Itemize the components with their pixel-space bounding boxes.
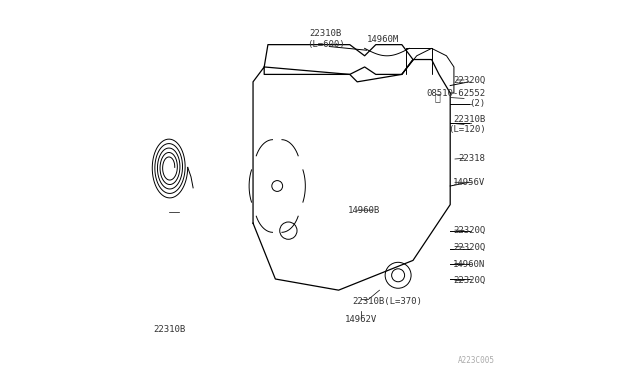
Text: A223C005: A223C005 bbox=[458, 356, 495, 365]
Text: 14962V: 14962V bbox=[345, 315, 377, 324]
Text: 22320Q: 22320Q bbox=[453, 226, 486, 235]
Text: 14960B: 14960B bbox=[348, 206, 380, 215]
Text: Ⓢ: Ⓢ bbox=[435, 92, 440, 102]
Text: 22310B: 22310B bbox=[153, 325, 186, 334]
Text: 22320Q: 22320Q bbox=[453, 76, 486, 84]
Text: 22310B(L=370): 22310B(L=370) bbox=[352, 297, 422, 306]
Text: 14960N: 14960N bbox=[453, 260, 486, 269]
Text: 14956V: 14956V bbox=[453, 178, 486, 187]
Text: 14960M: 14960M bbox=[367, 35, 399, 44]
Text: 22318: 22318 bbox=[459, 154, 486, 163]
Text: 22310B
(L=120): 22310B (L=120) bbox=[448, 115, 486, 134]
Text: 22320Q: 22320Q bbox=[453, 243, 486, 252]
Text: 22310B
(L=600): 22310B (L=600) bbox=[307, 29, 344, 49]
Text: 22320Q: 22320Q bbox=[453, 276, 486, 285]
Text: 08510-62552
(2): 08510-62552 (2) bbox=[426, 89, 486, 108]
